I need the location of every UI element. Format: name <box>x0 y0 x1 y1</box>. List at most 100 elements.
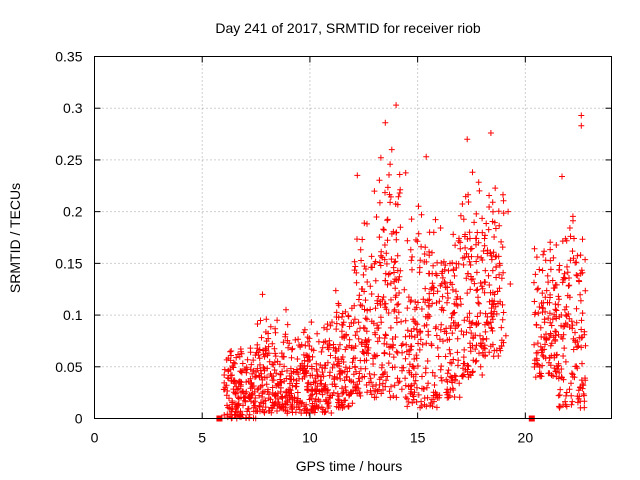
data-point <box>377 314 384 321</box>
data-point <box>301 357 308 364</box>
data-point <box>454 335 461 342</box>
data-point <box>398 386 405 393</box>
data-point <box>386 191 393 198</box>
data-point <box>568 318 575 325</box>
data-point <box>388 296 394 303</box>
data-point <box>555 301 562 308</box>
data-point <box>471 219 478 226</box>
data-point <box>332 354 339 361</box>
data-point <box>361 263 368 270</box>
data-point <box>539 267 546 274</box>
data-point <box>531 341 538 348</box>
data-point <box>539 304 546 311</box>
data-point <box>419 341 426 348</box>
data-point <box>394 375 401 382</box>
data-point <box>378 252 384 259</box>
data-point <box>382 383 389 390</box>
y-tick-label: 0.15 <box>55 255 82 271</box>
data-point <box>449 259 456 266</box>
data-point <box>410 396 417 403</box>
data-point <box>394 301 401 308</box>
data-point <box>354 236 360 243</box>
data-point <box>328 410 335 416</box>
data-point <box>502 332 509 339</box>
data-point <box>367 306 374 313</box>
data-point <box>236 395 242 402</box>
data-point <box>467 286 474 293</box>
data-point <box>272 325 279 332</box>
data-point <box>492 225 499 232</box>
data-point <box>358 341 365 348</box>
data-point <box>404 327 411 334</box>
data-point <box>483 335 490 342</box>
data-point <box>547 246 554 253</box>
data-point <box>471 280 478 287</box>
data-point <box>399 364 405 371</box>
data-point <box>397 267 404 274</box>
data-point <box>448 360 455 367</box>
data-point <box>534 349 541 356</box>
data-point <box>402 375 409 382</box>
data-point <box>556 404 563 411</box>
data-point <box>384 184 391 191</box>
data-point <box>556 313 563 320</box>
data-point <box>273 370 280 377</box>
data-point <box>244 405 251 412</box>
data-point <box>392 276 399 283</box>
data-point <box>225 375 232 382</box>
data-point <box>309 353 316 360</box>
data-point <box>415 230 422 237</box>
data-point <box>445 367 452 374</box>
data-point <box>394 201 401 208</box>
data-point <box>554 351 560 358</box>
data-point <box>578 317 585 324</box>
data-point <box>494 288 501 295</box>
data-point <box>469 276 476 282</box>
data-point <box>352 343 359 349</box>
data-point <box>382 304 389 311</box>
data-point <box>355 335 362 342</box>
data-point <box>412 298 419 305</box>
x-tick-label: 20 <box>518 430 534 446</box>
data-point <box>249 385 256 391</box>
y-tick-label: 0.2 <box>63 204 83 220</box>
data-point <box>474 313 481 320</box>
data-point <box>444 290 451 297</box>
data-point <box>395 301 402 307</box>
data-point <box>449 330 456 337</box>
data-point <box>221 366 228 373</box>
data-point <box>486 349 493 356</box>
data-point <box>333 326 340 333</box>
data-point <box>473 258 480 265</box>
data-point <box>334 374 341 381</box>
data-point <box>507 281 514 287</box>
data-point <box>582 342 589 349</box>
data-point <box>444 299 450 306</box>
data-point <box>486 282 493 288</box>
data-point <box>361 220 368 227</box>
data-point <box>455 357 462 364</box>
data-point <box>460 354 467 361</box>
data-point <box>464 136 471 143</box>
data-point <box>338 356 345 363</box>
data-point <box>547 342 554 349</box>
data-point <box>286 340 293 347</box>
data-point <box>388 383 394 390</box>
data-point <box>338 328 345 335</box>
data-point <box>357 365 364 372</box>
data-point <box>413 355 420 362</box>
data-point <box>463 275 470 282</box>
data-point <box>391 269 397 276</box>
data-point <box>267 396 274 403</box>
data-point <box>449 281 456 288</box>
data-point <box>383 341 390 348</box>
data-point <box>391 364 398 371</box>
data-point <box>335 404 342 411</box>
data-point <box>482 310 489 317</box>
data-point <box>390 354 397 361</box>
data-point <box>433 323 440 330</box>
data-point <box>387 161 394 168</box>
data-point <box>381 350 388 357</box>
data-point <box>472 235 479 242</box>
data-point <box>359 348 366 355</box>
